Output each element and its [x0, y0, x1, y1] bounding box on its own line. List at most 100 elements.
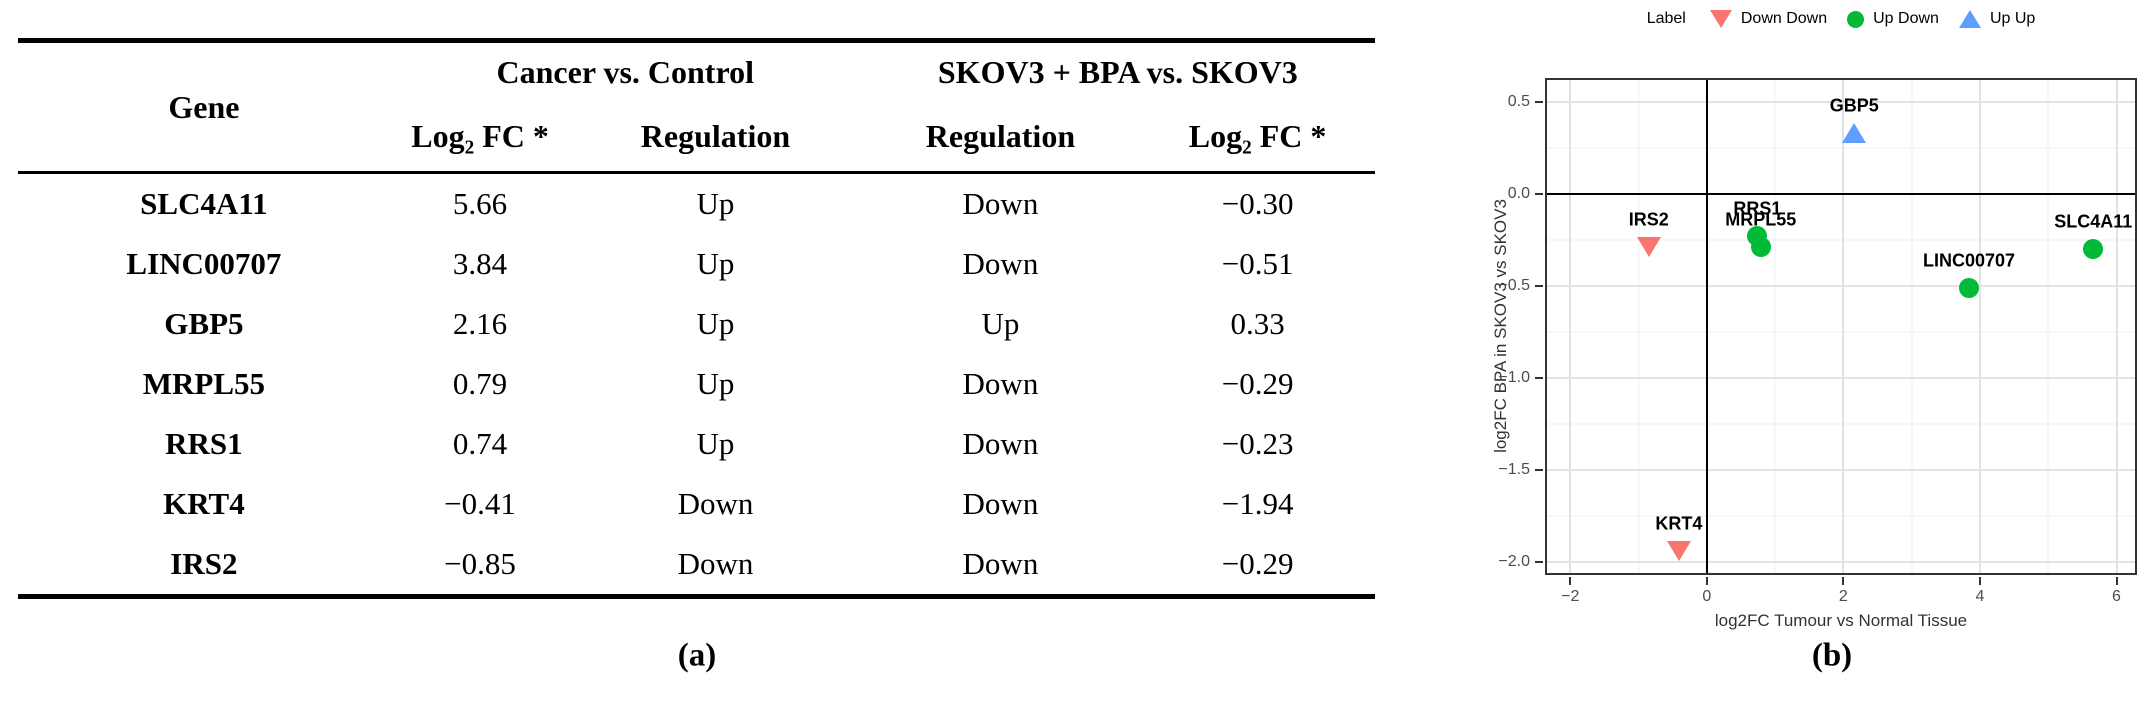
point-label-krt4: KRT4 — [1655, 513, 1703, 534]
bpa-log2fc: −1.94 — [1221, 486, 1294, 521]
data-point-linc00707 — [1959, 277, 1980, 298]
group-header-skov3-bpa: SKOV3 + BPA vs. SKOV3 — [937, 53, 1298, 90]
gene-name: SLC4A11 — [140, 186, 268, 221]
table-row: LINC00707 3.84 Up Down −0.51 — [18, 234, 1375, 294]
bpa-regulation: Down — [962, 426, 1039, 461]
gene-name: RRS1 — [165, 426, 243, 461]
y-tick-label: −2.0 — [1498, 553, 1530, 571]
x-tick-mark — [1569, 577, 1572, 585]
data-point-mrpl55 — [1750, 237, 1771, 258]
gene-name: LINC00707 — [126, 246, 282, 281]
cancer-log2fc: 3.84 — [452, 246, 508, 281]
y-tick-label: −1.0 — [1498, 369, 1530, 387]
bpa-log2fc: −0.51 — [1221, 246, 1294, 281]
zero-line-horizontal — [1545, 192, 2137, 195]
gridline-y-major — [1545, 100, 2137, 103]
cancer-log2fc: 5.66 — [452, 186, 508, 221]
bpa-regulation: Down — [962, 366, 1039, 401]
gridline-x-major — [1569, 78, 1572, 575]
x-axis-title: log2FC Tumour vs Normal Tissue — [1714, 611, 1968, 630]
cancer-regulation: Up — [696, 366, 735, 401]
y-tick-mark — [1535, 192, 1543, 195]
bpa-regulation: Down — [962, 546, 1039, 581]
x-tick-mark — [1842, 577, 1845, 585]
cancer-regulation: Up — [696, 306, 735, 341]
bpa-log2fc: −0.29 — [1221, 546, 1294, 581]
x-tick-mark — [1978, 577, 1981, 585]
y-tick-label: 0.5 — [1507, 92, 1530, 110]
gridline-y-major — [1545, 285, 2137, 287]
point-label-mrpl55: MRPL55 — [1725, 209, 1797, 230]
gridline-y-minor — [1545, 423, 2137, 425]
circle-icon — [1847, 10, 1865, 28]
bpa-regulation: Up — [981, 306, 1020, 341]
gridline-x-minor — [1638, 78, 1640, 575]
caption-b: (b) — [1811, 637, 1853, 674]
chart-legend: Label Down Down Up Down Up Up — [1545, 10, 2137, 28]
y-tick-label: −1.5 — [1498, 461, 1530, 479]
y-tick-mark — [1535, 377, 1543, 380]
gridline-x-major — [1978, 78, 1981, 575]
x-tick-mark — [1705, 577, 1708, 585]
data-point-slc4a11 — [2083, 239, 2104, 260]
cancer-log2fc: 0.79 — [452, 366, 508, 401]
legend-item-down-down: Down Down — [1709, 10, 1828, 28]
y-tick-label: 0.0 — [1507, 184, 1530, 202]
y-axis-title: log2FC BPA in SKOV3 vs SKOV3 — [1491, 199, 1510, 453]
legend-title: Label — [1646, 10, 1686, 27]
zero-line-vertical — [1705, 78, 1708, 575]
gridline-y-major — [1545, 561, 2137, 564]
y-tick-mark — [1535, 285, 1543, 287]
point-label-slc4a11: SLC4A11 — [2054, 211, 2133, 232]
triangle-up-icon — [1958, 10, 1981, 28]
table-row: MRPL55 0.79 Up Down −0.29 — [18, 354, 1375, 414]
legend-label-down-down: Down Down — [1740, 10, 1828, 27]
panel-a-table: Gene Cancer vs. Control SKOV3 + BPA vs. … — [18, 38, 1375, 674]
gridline-x-minor — [1911, 78, 1913, 575]
panel-b-chart: Label Down Down Up Down Up Up log2FC BPA… — [1480, 0, 2150, 701]
group-header-cancer-vs-control: Cancer vs. Control — [496, 53, 754, 90]
x-tick-label: 0 — [1702, 588, 1712, 605]
triangle-down-icon — [1709, 10, 1732, 28]
bpa-log2fc: −0.29 — [1221, 366, 1294, 401]
gridline-y-major — [1545, 377, 2137, 380]
legend-item-up-down: Up Down — [1847, 10, 1939, 28]
bpa-regulation: Down — [962, 486, 1039, 521]
cancer-regulation: Down — [677, 486, 754, 521]
cancer-regulation: Down — [677, 546, 754, 581]
gene-name: MRPL55 — [142, 366, 266, 401]
plot-panel: −2 0 2 4 6 0.5 0.0 −0.5 −1.0 −1.5 −2.0 IRS2 KRT4 RRS1… — [1498, 78, 2137, 605]
x-tick-label: −2 — [1561, 588, 1580, 605]
y-tick-mark — [1535, 561, 1543, 564]
bpa-regulation: Down — [962, 246, 1039, 281]
table-row: SLC4A11 5.66 Up Down −0.30 — [18, 173, 1375, 235]
col-header-regulation-cancer: Regulation — [640, 117, 791, 154]
cancer-regulation: Up — [696, 246, 735, 281]
data-point-gbp5 — [1842, 123, 1867, 144]
point-label-linc00707: LINC00707 — [1922, 250, 2016, 271]
point-label-gbp5: GBP5 — [1829, 95, 1879, 116]
y-tick-mark — [1535, 100, 1543, 103]
data-point-irs2 — [1636, 237, 1661, 258]
cancer-regulation: Up — [696, 186, 735, 221]
table-row: KRT4 −0.41 Down Down −1.94 — [18, 474, 1375, 534]
bpa-log2fc: −0.30 — [1221, 186, 1294, 221]
gridline-y-minor — [1545, 331, 2137, 333]
caption-a: (a) — [677, 637, 717, 674]
legend-label-up-down: Up Down — [1873, 10, 1939, 27]
gridline-x-minor — [1774, 78, 1776, 575]
y-tick-mark — [1535, 469, 1543, 472]
gridline-x-major — [1842, 78, 1845, 575]
col-header-log2fc-cancer: Log₂ FC * — [411, 117, 549, 154]
cancer-regulation: Up — [696, 426, 735, 461]
legend-item-up-up: Up Up — [1958, 10, 2035, 28]
gene-name: IRS2 — [170, 546, 238, 581]
bpa-log2fc: −0.23 — [1221, 426, 1294, 461]
y-tick-label: −0.5 — [1498, 277, 1530, 294]
table-row: IRS2 −0.85 Down Down −0.29 — [18, 534, 1375, 597]
gridline-y-minor — [1545, 239, 2137, 241]
col-header-gene: Gene — [168, 88, 240, 125]
gene-table: Gene Cancer vs. Control SKOV3 + BPA vs. … — [18, 38, 1375, 599]
x-tick-mark — [2115, 577, 2118, 585]
